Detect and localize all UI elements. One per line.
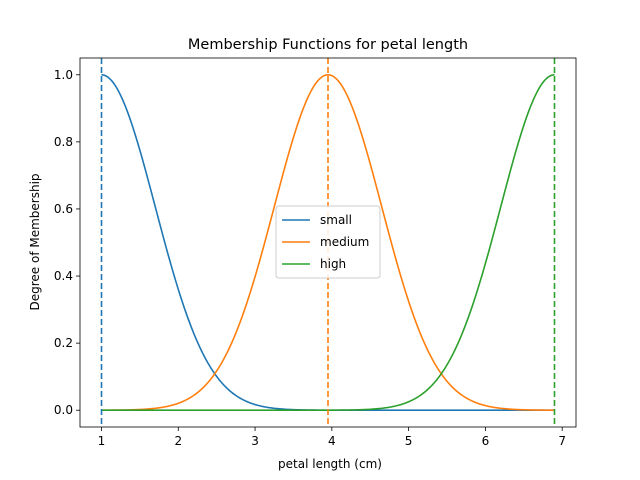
x-tick-label-6: 6 bbox=[482, 434, 490, 448]
axes-frame bbox=[79, 57, 577, 428]
chart-title: Membership Functions for petal length bbox=[188, 37, 468, 53]
legend-label-high: high bbox=[320, 257, 346, 271]
x-tick-label-1: 1 bbox=[98, 434, 106, 448]
x-tick-label-7: 7 bbox=[558, 434, 566, 448]
y-tick-label-0.6: 0.6 bbox=[54, 202, 73, 216]
x-tick-label-2: 2 bbox=[174, 434, 182, 448]
x-tick-label-3: 3 bbox=[251, 434, 259, 448]
legend-label-medium: medium bbox=[320, 235, 369, 249]
y-tick-label-0.2: 0.2 bbox=[54, 336, 73, 350]
plot-area: 1 2 3 4 5 6 7 0.0 0.2 0.4 0.6 0.8 1.0 bbox=[54, 57, 577, 448]
legend-label-small: small bbox=[320, 213, 352, 227]
x-tick-label-5: 5 bbox=[405, 434, 413, 448]
y-tick-label-0.4: 0.4 bbox=[54, 269, 73, 283]
legend: small medium high bbox=[275, 205, 381, 279]
legend-box bbox=[275, 205, 381, 279]
y-axis-label: Degree of Membership bbox=[28, 173, 42, 310]
y-tick-label-1.0: 1.0 bbox=[54, 68, 73, 82]
y-tick-label-0.0: 0.0 bbox=[54, 403, 73, 417]
series-line-medium bbox=[101, 73, 555, 411]
x-tick-label-4: 4 bbox=[328, 434, 336, 448]
x-axis-label: petal length (cm) bbox=[278, 457, 382, 471]
y-tick-label-0.8: 0.8 bbox=[54, 135, 73, 149]
